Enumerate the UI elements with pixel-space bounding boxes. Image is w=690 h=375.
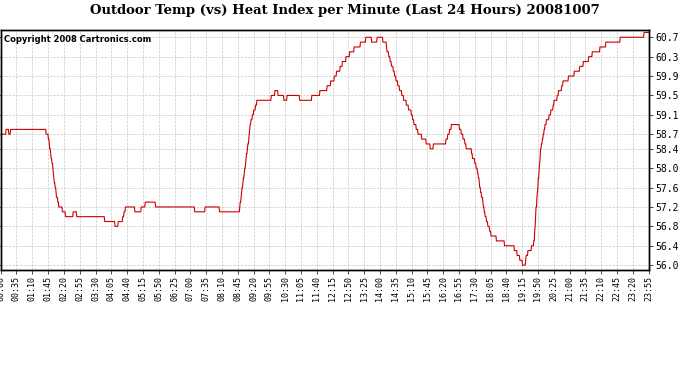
Text: Outdoor Temp (vs) Heat Index per Minute (Last 24 Hours) 20081007: Outdoor Temp (vs) Heat Index per Minute …: [90, 4, 600, 17]
Text: Copyright 2008 Cartronics.com: Copyright 2008 Cartronics.com: [4, 35, 151, 44]
